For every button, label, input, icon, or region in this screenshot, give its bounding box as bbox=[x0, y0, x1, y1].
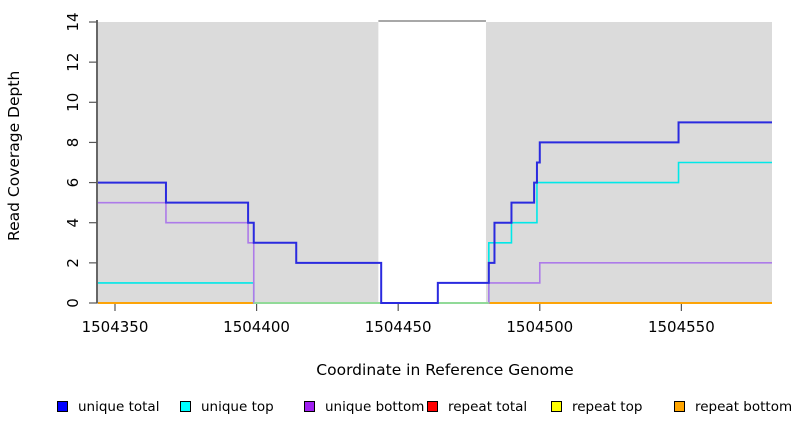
legend-swatch-repeat-total bbox=[427, 401, 438, 412]
legend-item-unique-top: unique top bbox=[180, 398, 274, 415]
legend-item-repeat-total: repeat total bbox=[427, 398, 528, 415]
x-tick-label: 1504500 bbox=[506, 318, 573, 336]
y-tick-label: 14 bbox=[64, 12, 82, 31]
legend-item-unique-bottom: unique bottom bbox=[304, 398, 425, 415]
legend-item-unique-total: unique total bbox=[57, 398, 160, 415]
x-tick-label: 1504450 bbox=[365, 318, 432, 336]
y-tick-label: 8 bbox=[64, 138, 82, 148]
plot-background-left bbox=[98, 22, 379, 303]
y-tick-label: 10 bbox=[64, 93, 82, 112]
legend-label-repeat-total: repeat total bbox=[448, 398, 528, 415]
legend-swatch-unique-bottom bbox=[304, 401, 315, 412]
legend-item-repeat-bottom: repeat bottom bbox=[674, 398, 792, 415]
legend-item-repeat-top: repeat top bbox=[551, 398, 643, 415]
legend-label-unique-bottom: unique bottom bbox=[325, 398, 425, 415]
legend-label-unique-top: unique top bbox=[201, 398, 274, 415]
y-tick-label: 12 bbox=[64, 53, 82, 72]
y-tick-label: 2 bbox=[64, 258, 82, 268]
legend-swatch-repeat-bottom bbox=[674, 401, 685, 412]
x-tick-label: 1504350 bbox=[82, 318, 149, 336]
y-tick-label: 4 bbox=[64, 218, 82, 228]
x-axis-title: Coordinate in Reference Genome bbox=[316, 361, 574, 379]
legend-label-repeat-top: repeat top bbox=[572, 398, 643, 415]
x-tick-label: 1504550 bbox=[648, 318, 715, 336]
legend-label-repeat-bottom: repeat bottom bbox=[695, 398, 792, 415]
series-line-unique-total bbox=[98, 121, 772, 304]
y-axis-title: Read Coverage Depth bbox=[5, 70, 23, 241]
legend-swatch-unique-total bbox=[57, 401, 68, 412]
series-line-unique-bottom bbox=[98, 201, 772, 304]
legend-swatch-repeat-top bbox=[551, 401, 562, 412]
legend-swatch-unique-top bbox=[180, 401, 191, 412]
legend-label-unique-total: unique total bbox=[78, 398, 160, 415]
y-tick-label: 6 bbox=[64, 178, 82, 188]
x-tick-label: 1504400 bbox=[223, 318, 290, 336]
y-tick-label: 0 bbox=[64, 298, 82, 308]
